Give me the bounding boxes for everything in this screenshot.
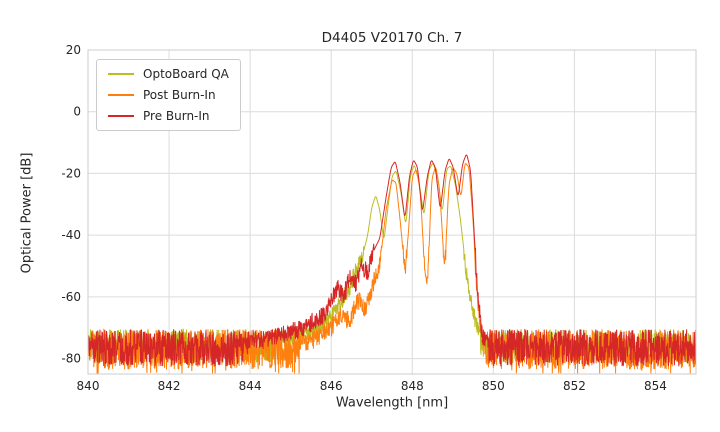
x-axis-label: Wavelength [nm]: [335, 395, 449, 411]
y-tick-label: -60: [61, 290, 81, 304]
chart-title: D4405 V20170 Ch. 7: [321, 30, 463, 46]
series-group: [88, 154, 696, 374]
x-tick-label: 854: [644, 379, 667, 393]
legend-label: Pre Burn-In: [143, 109, 210, 123]
legend-label: Post Burn-In: [143, 88, 216, 102]
x-tick-label: 846: [320, 379, 343, 393]
y-tick-label: 0: [73, 105, 81, 119]
legend-line-swatch: [108, 115, 134, 117]
legend-label: OptoBoard QA: [143, 67, 229, 81]
legend-entry-optoboard-qa: OptoBoard QA: [108, 67, 229, 81]
x-tick-label: 848: [401, 379, 424, 393]
legend-entry-post-burn-in: Post Burn-In: [108, 88, 229, 102]
y-tick-label: -20: [61, 166, 81, 180]
series-line-pre-burn-in: [88, 154, 696, 367]
x-tick-label: 840: [77, 379, 100, 393]
y-tick-label: 20: [66, 43, 81, 57]
x-tick-label: 844: [239, 379, 262, 393]
x-tick-label: 842: [158, 379, 181, 393]
plot-border: [87, 49, 697, 375]
y-axis-label: Optical Power [dB]: [19, 152, 35, 274]
y-tick-label: -80: [61, 352, 81, 366]
legend-entry-pre-burn-in: Pre Burn-In: [108, 109, 229, 123]
legend-line-swatch: [108, 73, 134, 75]
x-tick-label: 850: [482, 379, 505, 393]
legend-line-swatch: [108, 94, 134, 96]
x-tick-label: 852: [563, 379, 586, 393]
legend: OptoBoard QA Post Burn-In Pre Burn-In: [96, 59, 241, 131]
y-tick-label: -40: [61, 228, 81, 242]
